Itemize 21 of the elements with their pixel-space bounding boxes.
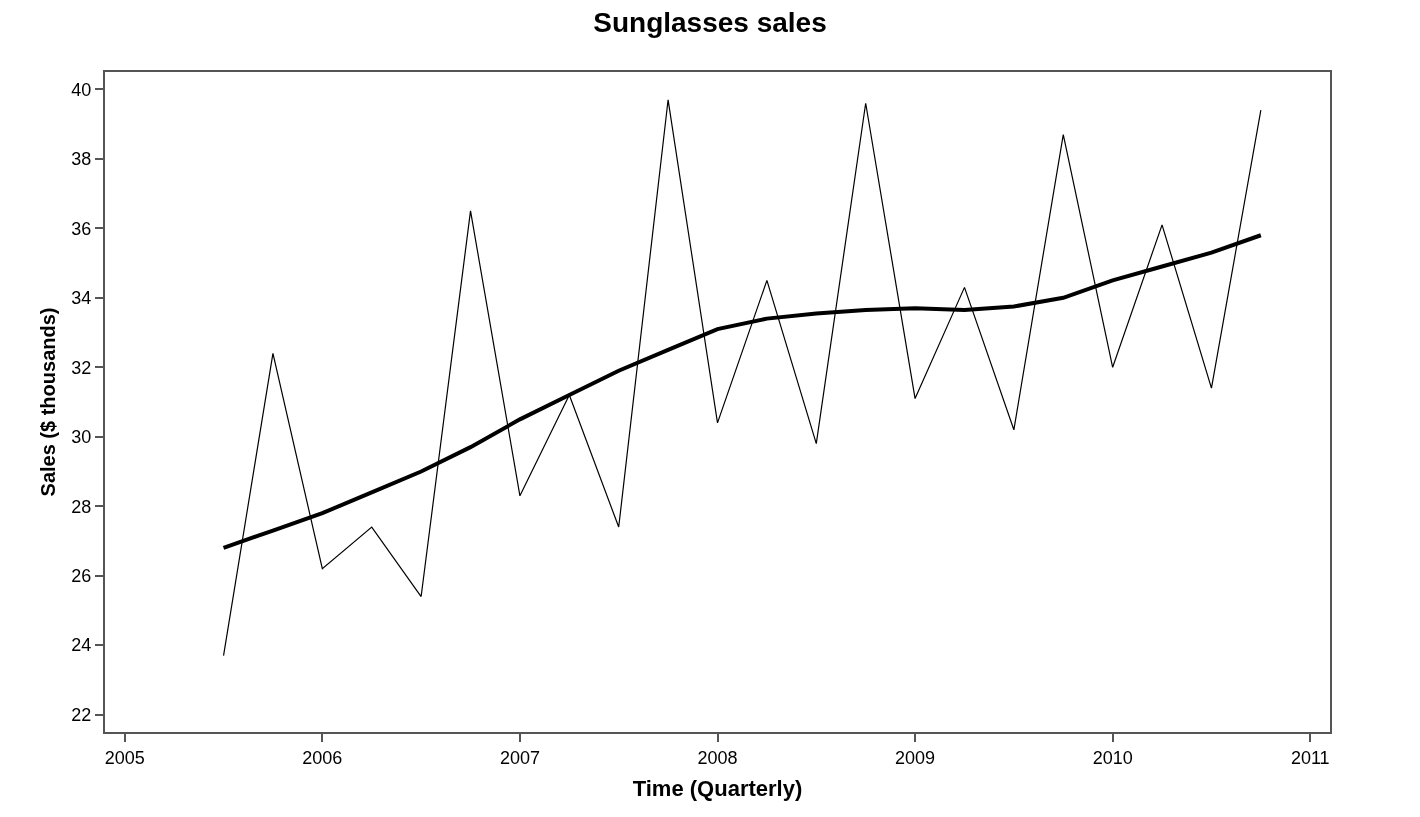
x-tick-label: 2006	[302, 747, 343, 768]
y-tick-label: 22	[71, 704, 92, 725]
y-tick-label: 38	[71, 149, 92, 170]
y-tick-label: 32	[71, 357, 92, 378]
y-tick-label: 24	[71, 635, 92, 656]
x-tick-label: 2009	[895, 747, 936, 768]
x-tick-label: 2011	[1290, 747, 1330, 768]
chart-title: Sunglasses sales	[593, 6, 827, 38]
line-series	[222, 99, 1262, 657]
x-tick-label: 2008	[697, 747, 738, 768]
y-tick-label: 26	[71, 565, 92, 586]
y-tick-label: 36	[71, 218, 92, 239]
x-tick-label: 2010	[1092, 747, 1133, 768]
x-tick-label: 2007	[499, 747, 540, 768]
y-axis-title: Sales ($ thousands)	[37, 307, 60, 497]
x-tick-label: 2005	[104, 747, 145, 768]
y-tick-label: 30	[71, 427, 92, 448]
y-tick-label: 28	[71, 496, 92, 517]
y-tick-label: 40	[71, 79, 92, 100]
y-tick-label: 34	[71, 288, 92, 309]
x-axis-title: Time (Quarterly)	[632, 776, 803, 801]
